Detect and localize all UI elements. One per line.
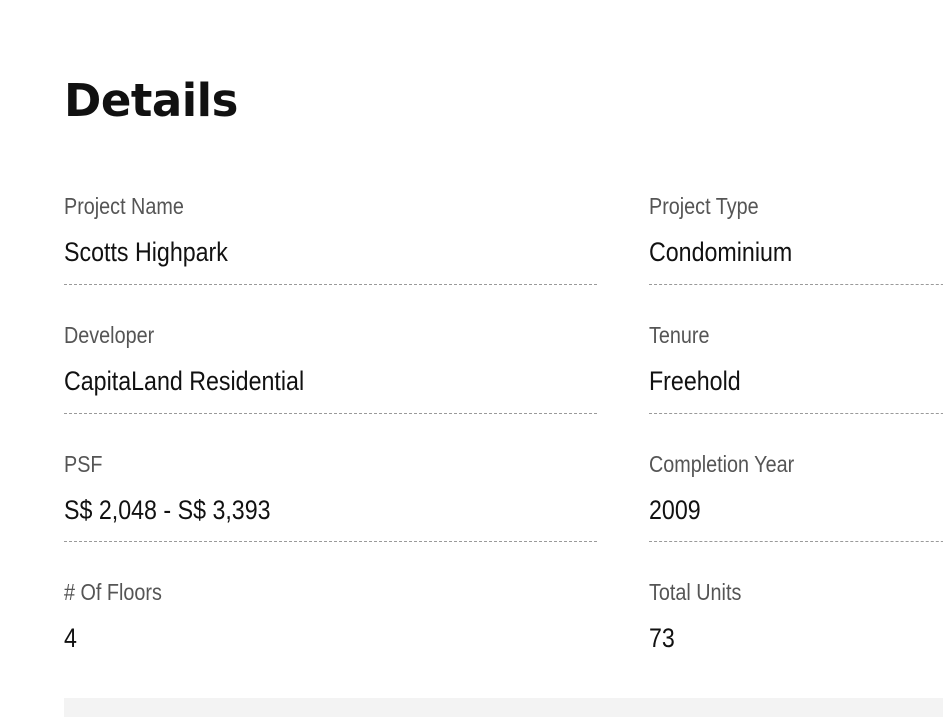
- field-label: Total Units: [649, 579, 742, 605]
- divider: [649, 541, 943, 542]
- field-developer: Developer CapitaLand Residential: [64, 322, 597, 451]
- page-title: Details: [64, 74, 238, 127]
- field-label: Project Name: [64, 193, 184, 219]
- field-floors: # Of Floors 4: [64, 579, 597, 708]
- field-value: Scotts Highpark: [64, 237, 228, 267]
- field-value: S$ 2,048 - S$ 3,393: [64, 495, 271, 525]
- field-label: PSF: [64, 451, 103, 477]
- field-value: CapitaLand Residential: [64, 366, 305, 396]
- next-section-panel: [64, 698, 943, 717]
- field-value: 4: [64, 623, 77, 653]
- field-value: 2009: [649, 495, 701, 525]
- field-label: Developer: [64, 322, 155, 348]
- field-project-name: Project Name Scotts Highpark: [64, 193, 597, 322]
- field-completion-year: Completion Year 2009: [649, 451, 943, 580]
- divider: [649, 413, 943, 414]
- field-value: Freehold: [649, 366, 741, 396]
- divider: [64, 413, 597, 414]
- field-value: Condominium: [649, 237, 793, 267]
- field-label: Completion Year: [649, 451, 795, 477]
- divider: [649, 284, 943, 285]
- divider: [64, 541, 597, 542]
- field-psf: PSF S$ 2,048 - S$ 3,393: [64, 451, 597, 580]
- field-label: Tenure: [649, 322, 710, 348]
- field-label: Project Type: [649, 193, 759, 219]
- field-label: # Of Floors: [64, 579, 162, 605]
- field-total-units: Total Units 73: [649, 579, 943, 708]
- field-tenure: Tenure Freehold: [649, 322, 943, 451]
- field-value: 73: [649, 623, 675, 653]
- divider: [64, 284, 597, 285]
- field-project-type: Project Type Condominium: [649, 193, 943, 322]
